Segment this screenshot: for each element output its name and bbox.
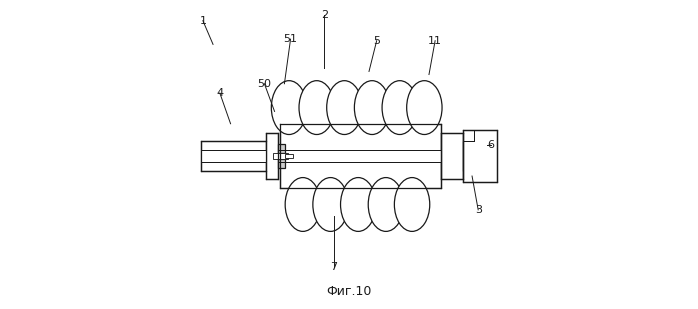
Text: 7: 7 xyxy=(330,262,337,272)
Bar xyxy=(201,141,266,171)
Bar xyxy=(441,133,463,179)
Ellipse shape xyxy=(407,81,442,134)
Bar xyxy=(266,133,279,179)
Text: 11: 11 xyxy=(428,36,442,46)
Text: 4: 4 xyxy=(216,88,223,98)
Ellipse shape xyxy=(272,81,306,134)
Bar xyxy=(279,150,441,162)
Ellipse shape xyxy=(355,81,389,134)
Text: 3: 3 xyxy=(475,205,482,215)
Bar xyxy=(201,150,266,162)
Bar xyxy=(441,133,463,179)
Ellipse shape xyxy=(327,81,362,134)
Ellipse shape xyxy=(394,178,430,231)
Ellipse shape xyxy=(285,178,320,231)
Ellipse shape xyxy=(341,178,376,231)
Bar xyxy=(463,130,497,182)
Ellipse shape xyxy=(369,178,403,231)
Bar xyxy=(463,130,497,182)
Text: 2: 2 xyxy=(321,10,328,19)
Text: 50: 50 xyxy=(258,79,272,89)
Ellipse shape xyxy=(382,81,417,134)
Ellipse shape xyxy=(299,81,334,134)
Bar xyxy=(280,124,441,188)
Text: 1: 1 xyxy=(200,16,207,26)
Ellipse shape xyxy=(313,178,348,231)
Text: 5: 5 xyxy=(373,36,380,46)
Bar xyxy=(273,153,288,159)
Text: Фиг.10: Фиг.10 xyxy=(326,285,372,298)
Bar xyxy=(278,159,285,168)
Text: 6: 6 xyxy=(487,140,494,150)
Text: 51: 51 xyxy=(283,34,297,44)
Bar xyxy=(201,141,266,171)
Bar xyxy=(280,124,441,188)
Bar xyxy=(278,144,285,153)
Bar xyxy=(278,144,285,153)
Bar xyxy=(266,133,279,179)
Bar xyxy=(285,154,293,159)
Bar xyxy=(278,159,285,168)
